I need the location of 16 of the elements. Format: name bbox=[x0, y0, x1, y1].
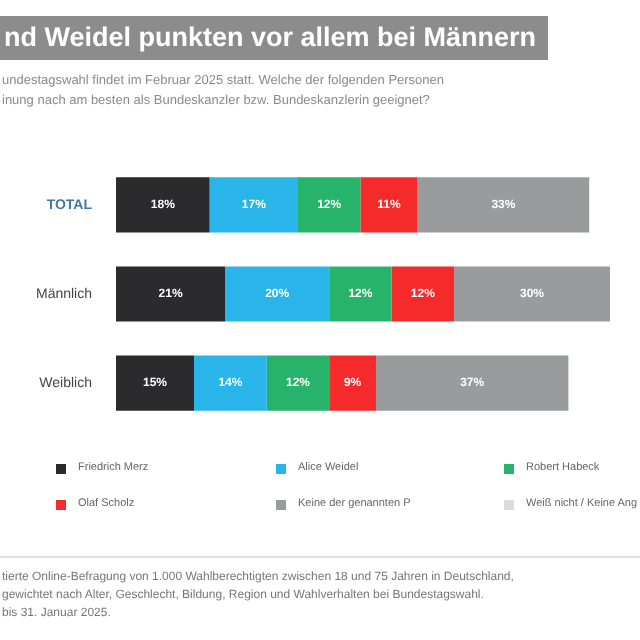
bar bbox=[417, 177, 590, 233]
bar bbox=[360, 177, 418, 233]
bar bbox=[298, 177, 361, 233]
bar bbox=[116, 266, 226, 322]
bar bbox=[116, 177, 210, 233]
bar bbox=[194, 355, 267, 411]
bar bbox=[209, 177, 298, 233]
bar bbox=[391, 266, 454, 322]
chart-title: nd Weidel punkten vor allem bei Männern bbox=[0, 16, 549, 60]
bar bbox=[266, 355, 330, 411]
bar bbox=[329, 355, 376, 411]
bar bbox=[329, 266, 392, 322]
bar bbox=[225, 266, 330, 322]
bar bbox=[116, 355, 194, 411]
bar bbox=[454, 266, 610, 322]
bar bbox=[376, 355, 569, 411]
